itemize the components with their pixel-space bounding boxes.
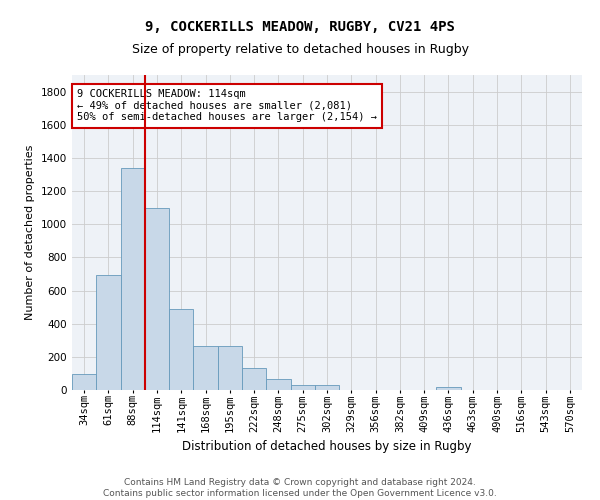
Bar <box>218 346 242 390</box>
Bar <box>145 208 169 390</box>
Bar <box>290 385 315 390</box>
X-axis label: Distribution of detached houses by size in Rugby: Distribution of detached houses by size … <box>182 440 472 453</box>
Text: Size of property relative to detached houses in Rugby: Size of property relative to detached ho… <box>131 42 469 56</box>
Bar <box>193 346 218 390</box>
Y-axis label: Number of detached properties: Number of detached properties <box>25 145 35 320</box>
Text: 9 COCKERILLS MEADOW: 114sqm
← 49% of detached houses are smaller (2,081)
50% of : 9 COCKERILLS MEADOW: 114sqm ← 49% of det… <box>77 89 377 122</box>
Bar <box>242 368 266 390</box>
Bar <box>121 168 145 390</box>
Bar <box>169 309 193 390</box>
Bar <box>315 385 339 390</box>
Text: Contains HM Land Registry data © Crown copyright and database right 2024.
Contai: Contains HM Land Registry data © Crown c… <box>103 478 497 498</box>
Bar <box>266 379 290 390</box>
Bar <box>72 374 96 390</box>
Text: 9, COCKERILLS MEADOW, RUGBY, CV21 4PS: 9, COCKERILLS MEADOW, RUGBY, CV21 4PS <box>145 20 455 34</box>
Bar <box>96 275 121 390</box>
Bar <box>436 386 461 390</box>
